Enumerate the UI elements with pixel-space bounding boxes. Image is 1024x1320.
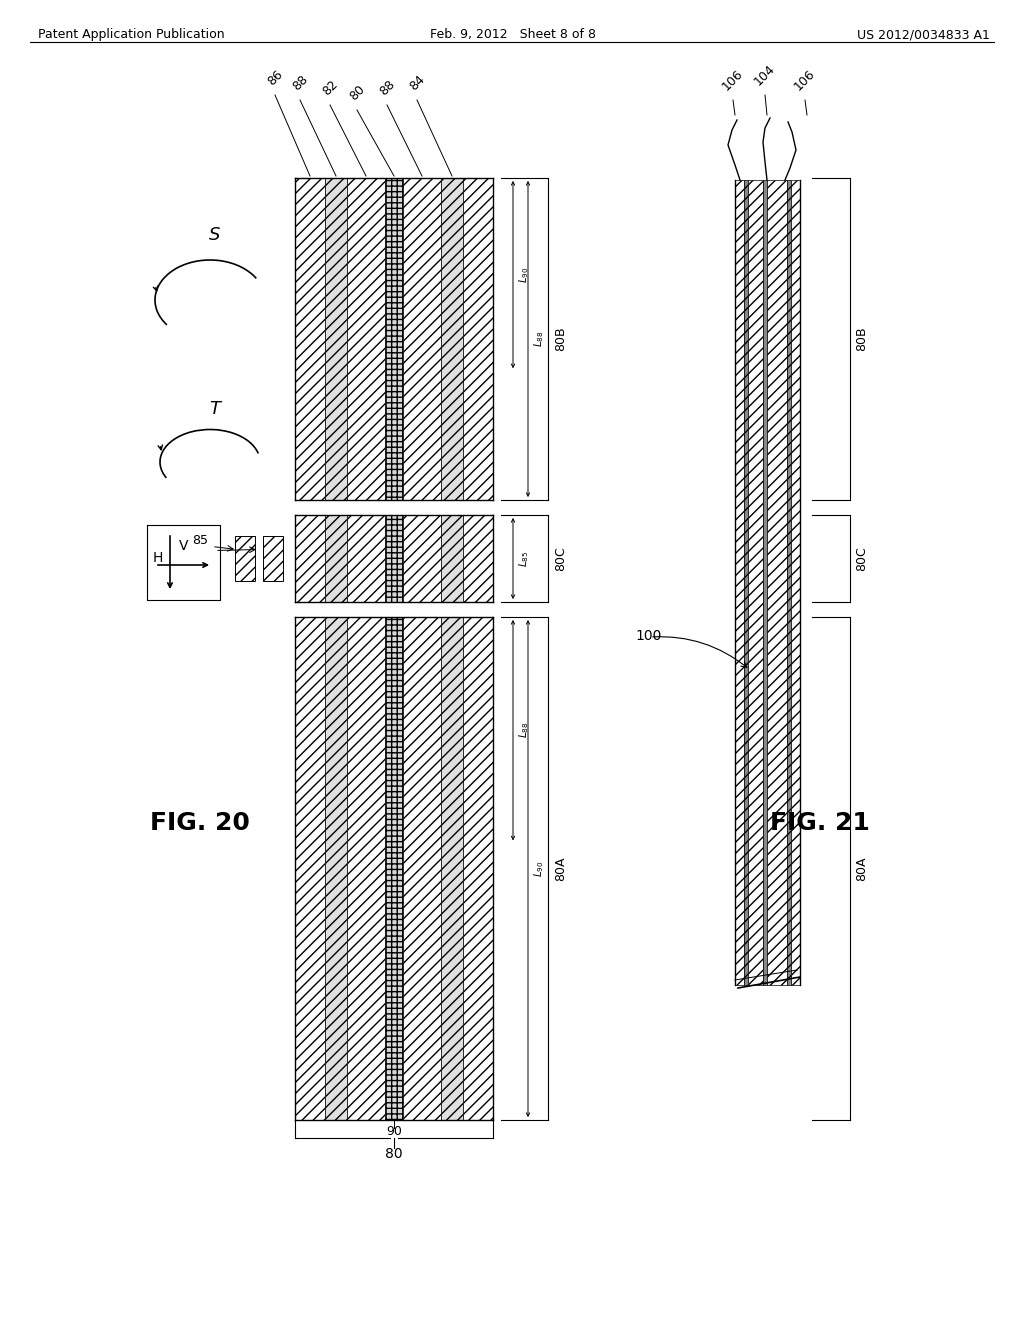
Bar <box>295 616 325 1119</box>
Bar <box>347 178 385 500</box>
Bar <box>325 178 347 500</box>
Bar <box>263 536 283 581</box>
Bar <box>748 180 763 985</box>
Text: 80C: 80C <box>855 546 868 570</box>
Bar <box>403 515 441 602</box>
Bar <box>325 515 347 602</box>
Text: FIG. 20: FIG. 20 <box>151 810 250 836</box>
Text: $L_{88}$: $L_{88}$ <box>517 722 530 738</box>
Text: Feb. 9, 2012   Sheet 8 of 8: Feb. 9, 2012 Sheet 8 of 8 <box>430 28 596 41</box>
Text: 80A: 80A <box>855 857 868 880</box>
Bar <box>767 180 787 985</box>
Text: 106: 106 <box>720 67 746 92</box>
Text: $L_{90}$: $L_{90}$ <box>517 267 530 282</box>
Text: 106: 106 <box>792 67 818 92</box>
Text: 82: 82 <box>319 78 340 98</box>
Text: 80A: 80A <box>554 857 567 880</box>
Bar <box>295 178 325 500</box>
Text: 80C: 80C <box>554 546 567 570</box>
Bar <box>791 180 800 985</box>
Bar <box>763 180 767 985</box>
Text: 90: 90 <box>386 1125 402 1138</box>
Text: T: T <box>210 400 220 418</box>
Bar <box>744 180 748 985</box>
Text: V: V <box>179 539 188 553</box>
Text: S: S <box>209 226 221 244</box>
Text: 88: 88 <box>377 78 397 98</box>
Bar <box>735 180 744 985</box>
Bar <box>347 616 385 1119</box>
Bar <box>441 178 463 500</box>
Bar <box>441 616 463 1119</box>
Bar <box>385 616 403 1119</box>
Text: Patent Application Publication: Patent Application Publication <box>38 28 224 41</box>
Bar <box>325 616 347 1119</box>
Text: 88: 88 <box>290 73 310 92</box>
Text: 80: 80 <box>347 82 368 103</box>
Text: $L_{85}$: $L_{85}$ <box>517 550 530 566</box>
Text: $L_{88}$: $L_{88}$ <box>532 331 546 347</box>
Bar <box>463 178 493 500</box>
Text: 86: 86 <box>265 67 286 88</box>
Text: 80B: 80B <box>554 326 567 351</box>
Text: US 2012/0034833 A1: US 2012/0034833 A1 <box>857 28 990 41</box>
Bar <box>385 178 403 500</box>
Bar <box>234 536 255 581</box>
Text: FIG. 21: FIG. 21 <box>770 810 870 836</box>
Bar <box>403 178 441 500</box>
Text: 85: 85 <box>193 533 208 546</box>
Bar <box>441 515 463 602</box>
Text: 84: 84 <box>407 73 427 92</box>
Bar <box>385 515 403 602</box>
Text: 100: 100 <box>635 630 662 643</box>
Bar <box>463 515 493 602</box>
Bar <box>787 180 791 985</box>
Bar <box>295 515 325 602</box>
Bar <box>347 515 385 602</box>
Text: H: H <box>153 552 163 565</box>
Text: $L_{90}$: $L_{90}$ <box>532 861 546 876</box>
Text: 104: 104 <box>752 62 778 88</box>
Bar <box>403 616 441 1119</box>
Text: 80: 80 <box>385 1147 402 1162</box>
Text: 80B: 80B <box>855 326 868 351</box>
Bar <box>463 616 493 1119</box>
